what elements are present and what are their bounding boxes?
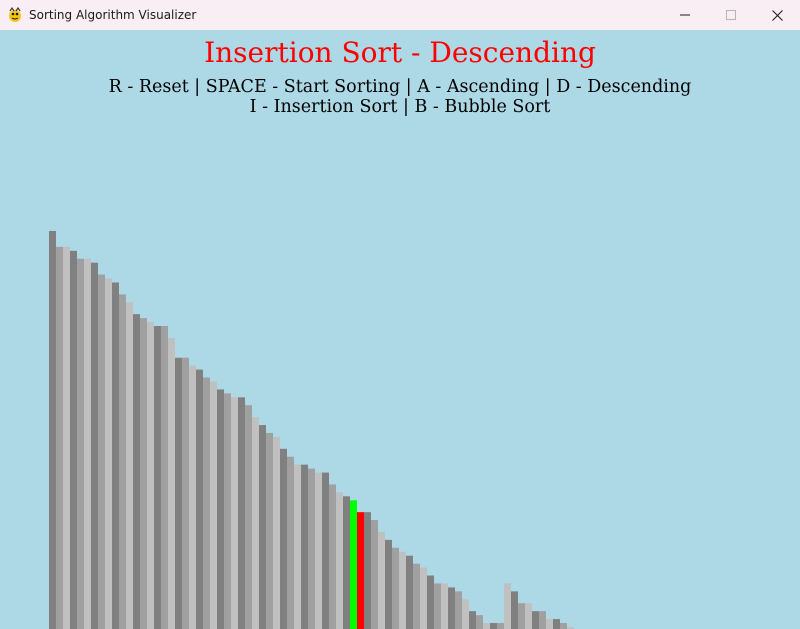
array-bar	[259, 425, 266, 629]
array-bar	[392, 547, 399, 629]
array-bar	[378, 531, 385, 629]
array-bar	[553, 619, 560, 629]
array-bar	[455, 591, 462, 629]
array-bar	[238, 397, 245, 629]
array-bar	[434, 583, 441, 629]
array-bar	[203, 377, 210, 629]
minimize-button[interactable]	[662, 0, 708, 30]
current-bar	[357, 512, 364, 629]
array-bar	[301, 464, 308, 629]
array-bar	[399, 551, 406, 629]
pygame-snake-icon	[9, 7, 21, 22]
array-bar	[462, 599, 469, 629]
array-bar	[147, 322, 154, 629]
close-icon	[771, 9, 783, 21]
array-bar	[385, 539, 392, 629]
array-bar	[245, 405, 252, 629]
array-bar	[315, 472, 322, 629]
array-bar	[70, 250, 77, 629]
array-bar	[84, 258, 91, 629]
array-bar	[406, 555, 413, 629]
array-bar	[567, 627, 574, 629]
array-bar	[448, 587, 455, 629]
array-bar	[280, 448, 287, 629]
maximize-icon	[726, 10, 736, 20]
array-bar	[154, 326, 161, 629]
array-bar	[119, 294, 126, 629]
array-bar	[287, 456, 294, 629]
array-bar	[476, 615, 483, 629]
array-bar	[308, 468, 315, 629]
array-bar	[266, 432, 273, 629]
array-bar	[161, 326, 168, 629]
array-bar	[560, 623, 567, 629]
array-bar	[490, 623, 497, 629]
algorithm-heading: Insertion Sort - Descending	[204, 36, 596, 69]
window-title: Sorting Algorithm Visualizer	[29, 8, 197, 22]
array-bar	[91, 262, 98, 629]
array-bar	[504, 583, 511, 629]
array-bar	[525, 603, 532, 629]
array-bar	[133, 314, 140, 629]
array-bar	[322, 472, 329, 629]
array-bar	[196, 369, 203, 629]
array-bar	[420, 567, 427, 629]
array-bar	[518, 603, 525, 629]
array-bar	[105, 278, 112, 629]
visualizer-canvas[interactable]: Insertion Sort - Descending R - Reset | …	[0, 30, 800, 629]
array-bar	[343, 496, 350, 629]
array-bar	[77, 258, 84, 629]
array-bar	[469, 611, 476, 629]
array-bar	[231, 397, 238, 629]
array-bar	[546, 619, 553, 629]
array-bar	[168, 337, 175, 629]
array-bar	[329, 484, 336, 629]
array-bar	[56, 246, 63, 629]
array-bar	[49, 231, 56, 629]
array-bar	[98, 274, 105, 629]
controls-help-line-1: R - Reset | SPACE - Start Sorting | A - …	[108, 77, 692, 97]
array-bar	[364, 512, 371, 629]
array-bar	[413, 563, 420, 629]
close-button[interactable]	[754, 0, 800, 30]
array-bar	[294, 464, 301, 629]
array-bar	[483, 623, 490, 629]
array-bar	[427, 575, 434, 629]
title-bar[interactable]: Sorting Algorithm Visualizer	[0, 0, 800, 30]
compare-bar	[350, 500, 357, 629]
array-bar	[539, 611, 546, 629]
array-bar	[182, 357, 189, 629]
array-bar	[441, 583, 448, 629]
array-bar	[224, 393, 231, 629]
array-bar	[252, 417, 259, 629]
array-bar	[497, 623, 504, 629]
array-bar	[175, 357, 182, 629]
maximize-button[interactable]	[708, 0, 754, 30]
array-bar	[63, 246, 70, 629]
array-bar	[126, 302, 133, 629]
bar-chart	[49, 231, 574, 629]
array-bar	[371, 520, 378, 629]
array-bar	[217, 389, 224, 629]
array-bar	[112, 282, 119, 629]
array-bar	[140, 318, 147, 629]
controls-help-line-2: I - Insertion Sort | B - Bubble Sort	[249, 97, 551, 117]
array-bar	[273, 436, 280, 629]
array-bar	[336, 492, 343, 629]
array-bar	[210, 381, 217, 629]
array-bar	[511, 591, 518, 629]
array-bar	[532, 611, 539, 629]
minimize-icon	[680, 14, 690, 16]
array-bar	[189, 365, 196, 629]
